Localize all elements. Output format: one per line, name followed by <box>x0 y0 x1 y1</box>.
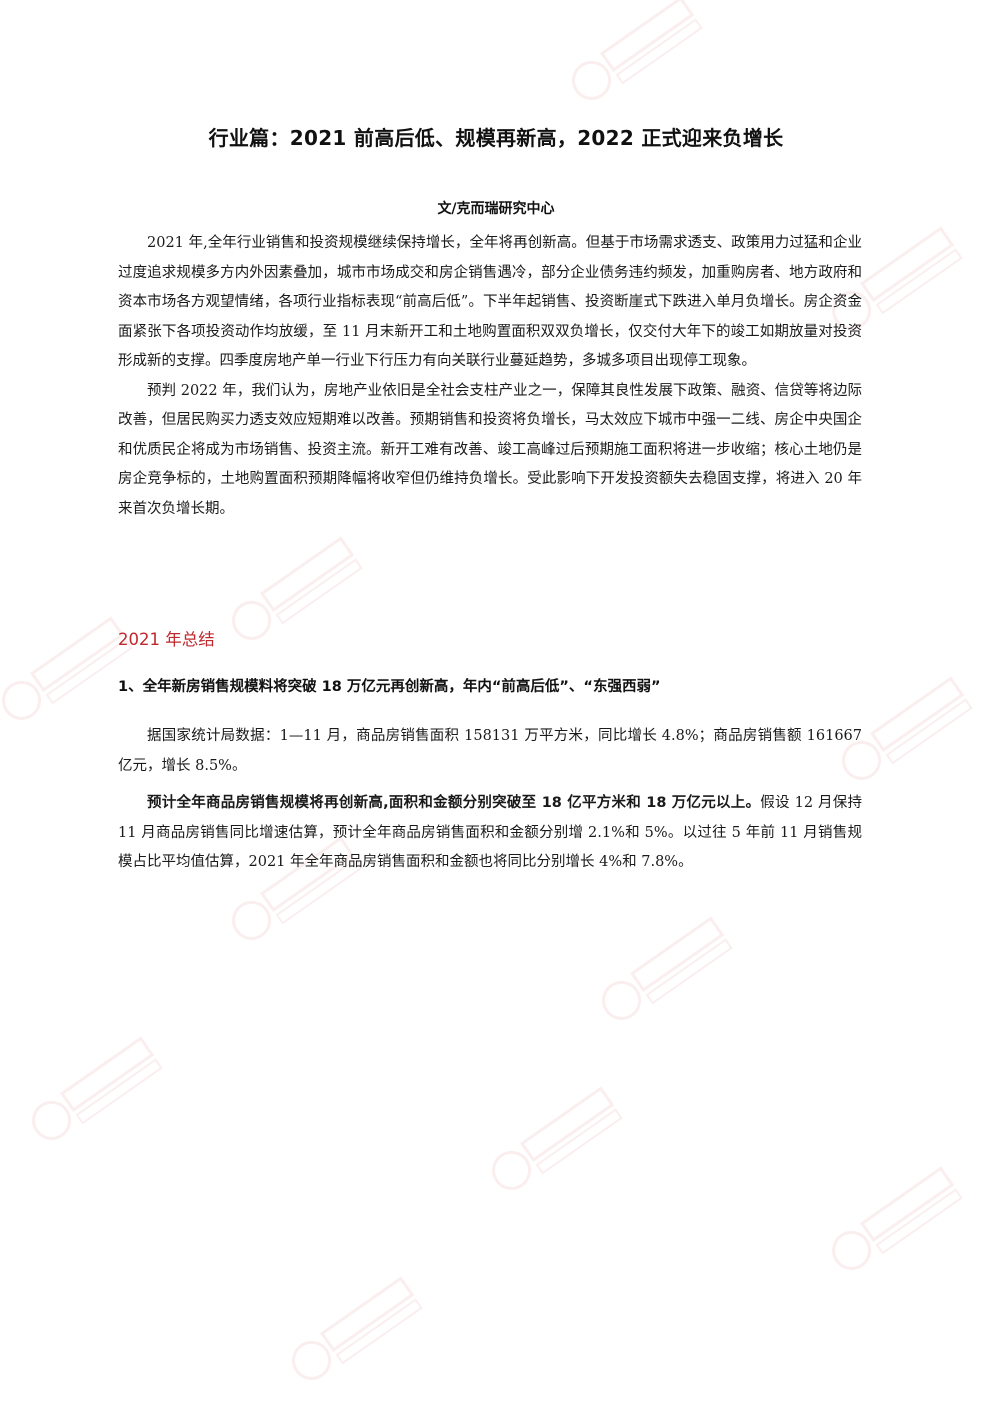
statistics-paragraph: 据国家统计局数据：1—11 月，商品房销售面积 158131 万平方米，同比增长… <box>118 728 862 774</box>
section-subheading: 1、全年新房销售规模料将突破 18 万亿元再创新高，年内“前高后低”、“东强西弱… <box>118 679 661 695</box>
forecast-section: 预计全年商品房销售规模将再创新高,面积和金额分别突破至 18 亿平方米和 18 … <box>118 789 862 878</box>
forecast-bold-lead: 预计全年商品房销售规模将再创新高,面积和金额分别突破至 18 亿平方米和 18 … <box>147 795 761 811</box>
watermark-logo <box>586 902 743 1037</box>
intro-paragraph: 预判 2022 年，我们认为，房地产业依旧是全社会支柱产业之一，保障其良性发展下… <box>118 382 862 517</box>
intro-section: 2021 年,全年行业销售和投资规模继续保持增长，全年将再创新高。但基于市场需求… <box>118 229 862 524</box>
watermark-logo <box>476 1072 633 1207</box>
forecast-paragraph: 预计全年商品房销售规模将再创新高,面积和金额分别突破至 18 亿平方米和 18 … <box>118 789 862 878</box>
watermark-logo <box>816 1152 973 1287</box>
statistics-section: 据国家统计局数据：1—11 月，商品房销售面积 158131 万平方米，同比增长… <box>118 722 862 781</box>
section-heading: 2021 年总结 <box>118 630 215 649</box>
watermark-logo <box>0 602 144 737</box>
watermark-logo <box>16 1022 173 1157</box>
watermark-logo <box>276 1262 433 1397</box>
watermark-logo <box>556 0 713 118</box>
document-title: 行业篇：2021 前高后低、规模再新高，2022 正式迎来负增长 <box>208 126 784 150</box>
document-author: 文/克而瑞研究中心 <box>437 201 555 217</box>
watermark-logo <box>216 522 373 657</box>
intro-paragraph: 2021 年,全年行业销售和投资规模继续保持增长，全年将再创新高。但基于市场需求… <box>118 235 862 369</box>
forecast-detail: 假设 12 月保持 11 月商品房销售同比增速估算，预计全年商品房销售面积和金额… <box>118 795 862 870</box>
